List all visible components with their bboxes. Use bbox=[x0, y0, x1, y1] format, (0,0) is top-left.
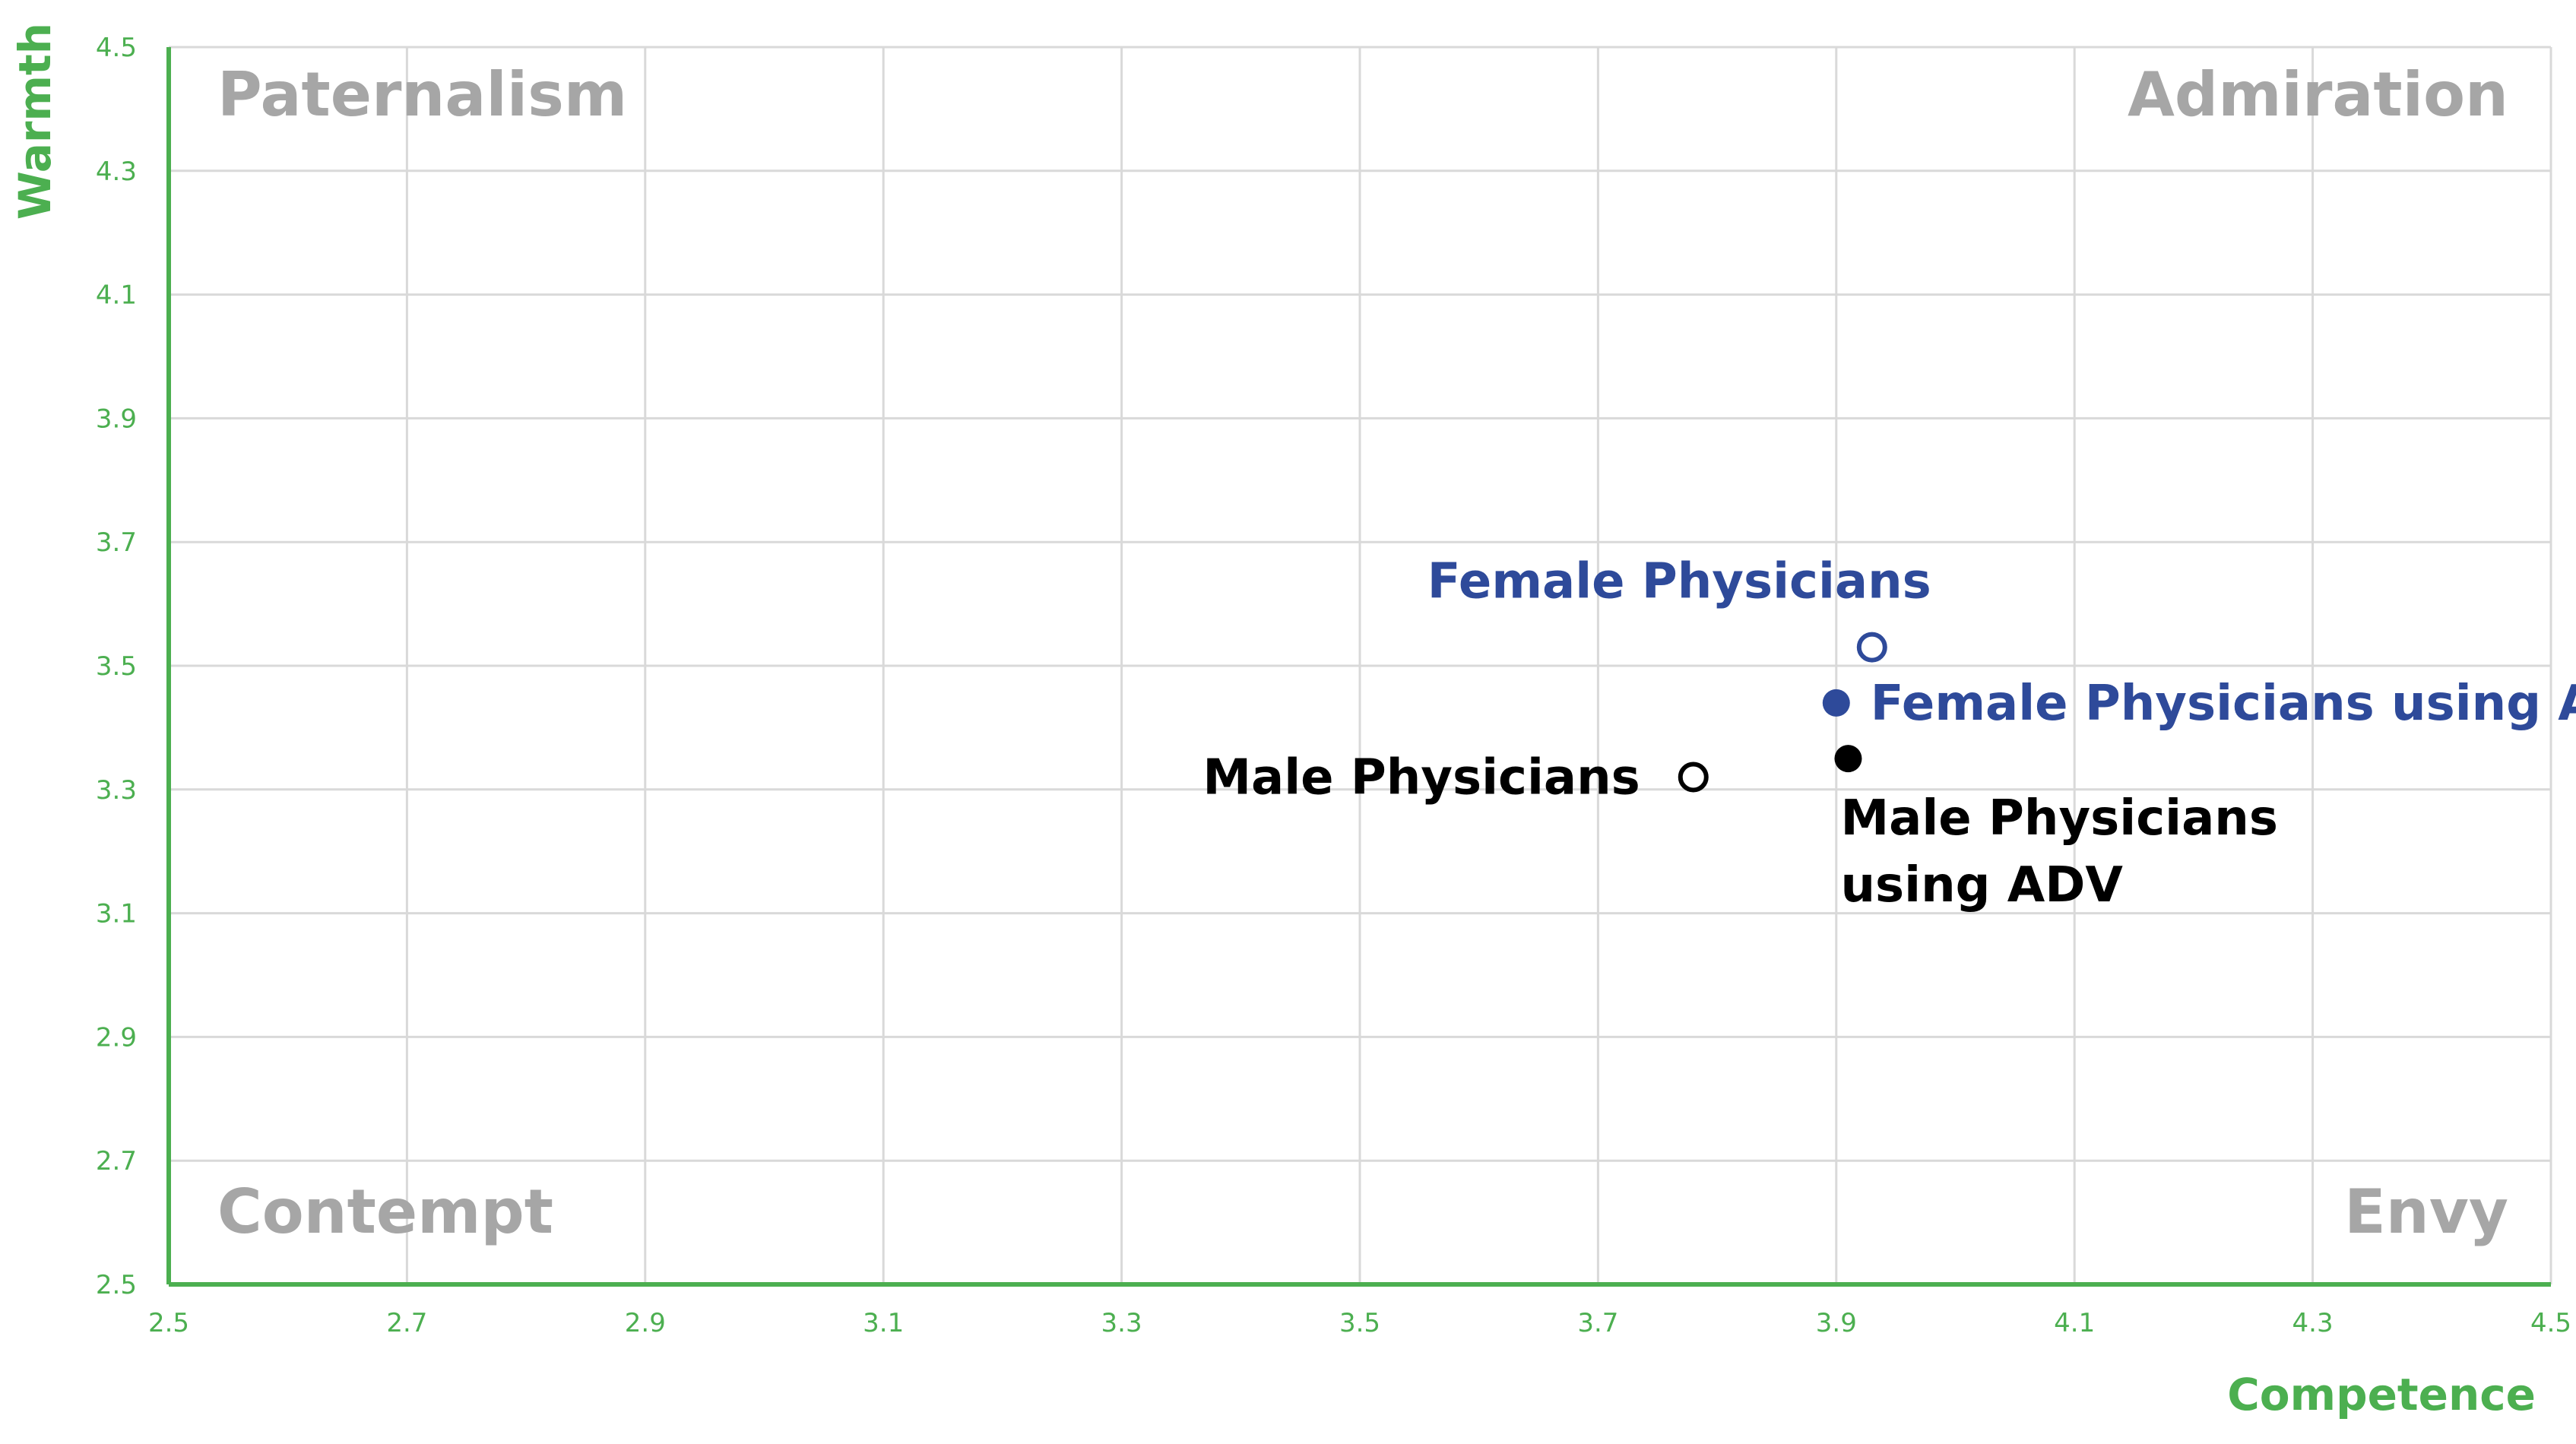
point-label: Male Physicians bbox=[1202, 750, 1640, 806]
data-point-hollow bbox=[1678, 762, 1709, 793]
x-tick-labels: 2.5 2.7 2.9 3.1 3.3 3.5 3.7 3.9 4.1 4.3 4.5 bbox=[148, 1308, 2571, 1338]
x-tick-label: 2.5 bbox=[148, 1308, 189, 1338]
x-tick-label: 3.3 bbox=[1101, 1308, 1142, 1338]
quadrant-label-bottom-right: Envy bbox=[2344, 1176, 2508, 1247]
x-tick-label: 3.7 bbox=[1577, 1308, 1618, 1338]
y-tick-label: 2.5 bbox=[96, 1270, 137, 1300]
quadrant-label-bottom-left: Contempt bbox=[217, 1176, 553, 1247]
x-tick-label: 2.7 bbox=[386, 1308, 427, 1338]
point-label: using ADV bbox=[1840, 857, 2123, 914]
y-tick-label: 3.7 bbox=[96, 527, 137, 558]
grid-lines bbox=[167, 46, 2552, 1286]
x-axis-title: Competence bbox=[2227, 1369, 2536, 1420]
x-tick-label: 4.3 bbox=[2292, 1308, 2334, 1338]
y-tick-label: 3.9 bbox=[96, 404, 137, 434]
y-tick-label: 4.5 bbox=[96, 33, 137, 63]
point-label: Male Physicians bbox=[1840, 790, 2277, 847]
axes bbox=[166, 47, 2551, 1287]
y-tick-label: 3.1 bbox=[96, 899, 137, 929]
data-points bbox=[1678, 632, 1887, 793]
y-tick-label: 2.9 bbox=[96, 1022, 137, 1053]
point-label: Female Physicians using ADV bbox=[1871, 676, 2576, 732]
x-tick-label: 4.1 bbox=[2054, 1308, 2095, 1338]
x-tick-label: 3.9 bbox=[1816, 1308, 1857, 1338]
y-tick-label: 4.1 bbox=[96, 280, 137, 311]
point-labels: Female Physicians Female Physicians using… bbox=[1202, 554, 2576, 914]
data-point-filled bbox=[1822, 689, 1850, 717]
quadrant-label-top-left: Paternalism bbox=[217, 59, 627, 130]
y-axis-title: Warmth bbox=[9, 23, 61, 220]
y-tick-label: 2.7 bbox=[96, 1146, 137, 1176]
quadrant-labels: Paternalism Admiration Contempt Envy bbox=[217, 59, 2508, 1247]
y-tick-labels: 2.5 2.7 2.9 3.1 3.3 3.5 3.7 3.9 4.1 4.3 4.5 bbox=[96, 33, 137, 1300]
quadrant-label-top-right: Admiration bbox=[2128, 59, 2508, 130]
data-point-hollow bbox=[1856, 632, 1887, 663]
data-point-filled bbox=[1834, 745, 1862, 773]
x-tick-label: 3.1 bbox=[863, 1308, 904, 1338]
y-tick-label: 3.3 bbox=[96, 775, 137, 806]
y-tick-label: 3.5 bbox=[96, 651, 137, 682]
y-tick-label: 4.3 bbox=[96, 157, 137, 187]
x-tick-label: 2.9 bbox=[625, 1308, 666, 1338]
x-tick-label: 4.5 bbox=[2530, 1308, 2571, 1338]
point-label: Female Physicians bbox=[1427, 554, 1931, 610]
x-tick-label: 3.5 bbox=[1339, 1308, 1380, 1338]
